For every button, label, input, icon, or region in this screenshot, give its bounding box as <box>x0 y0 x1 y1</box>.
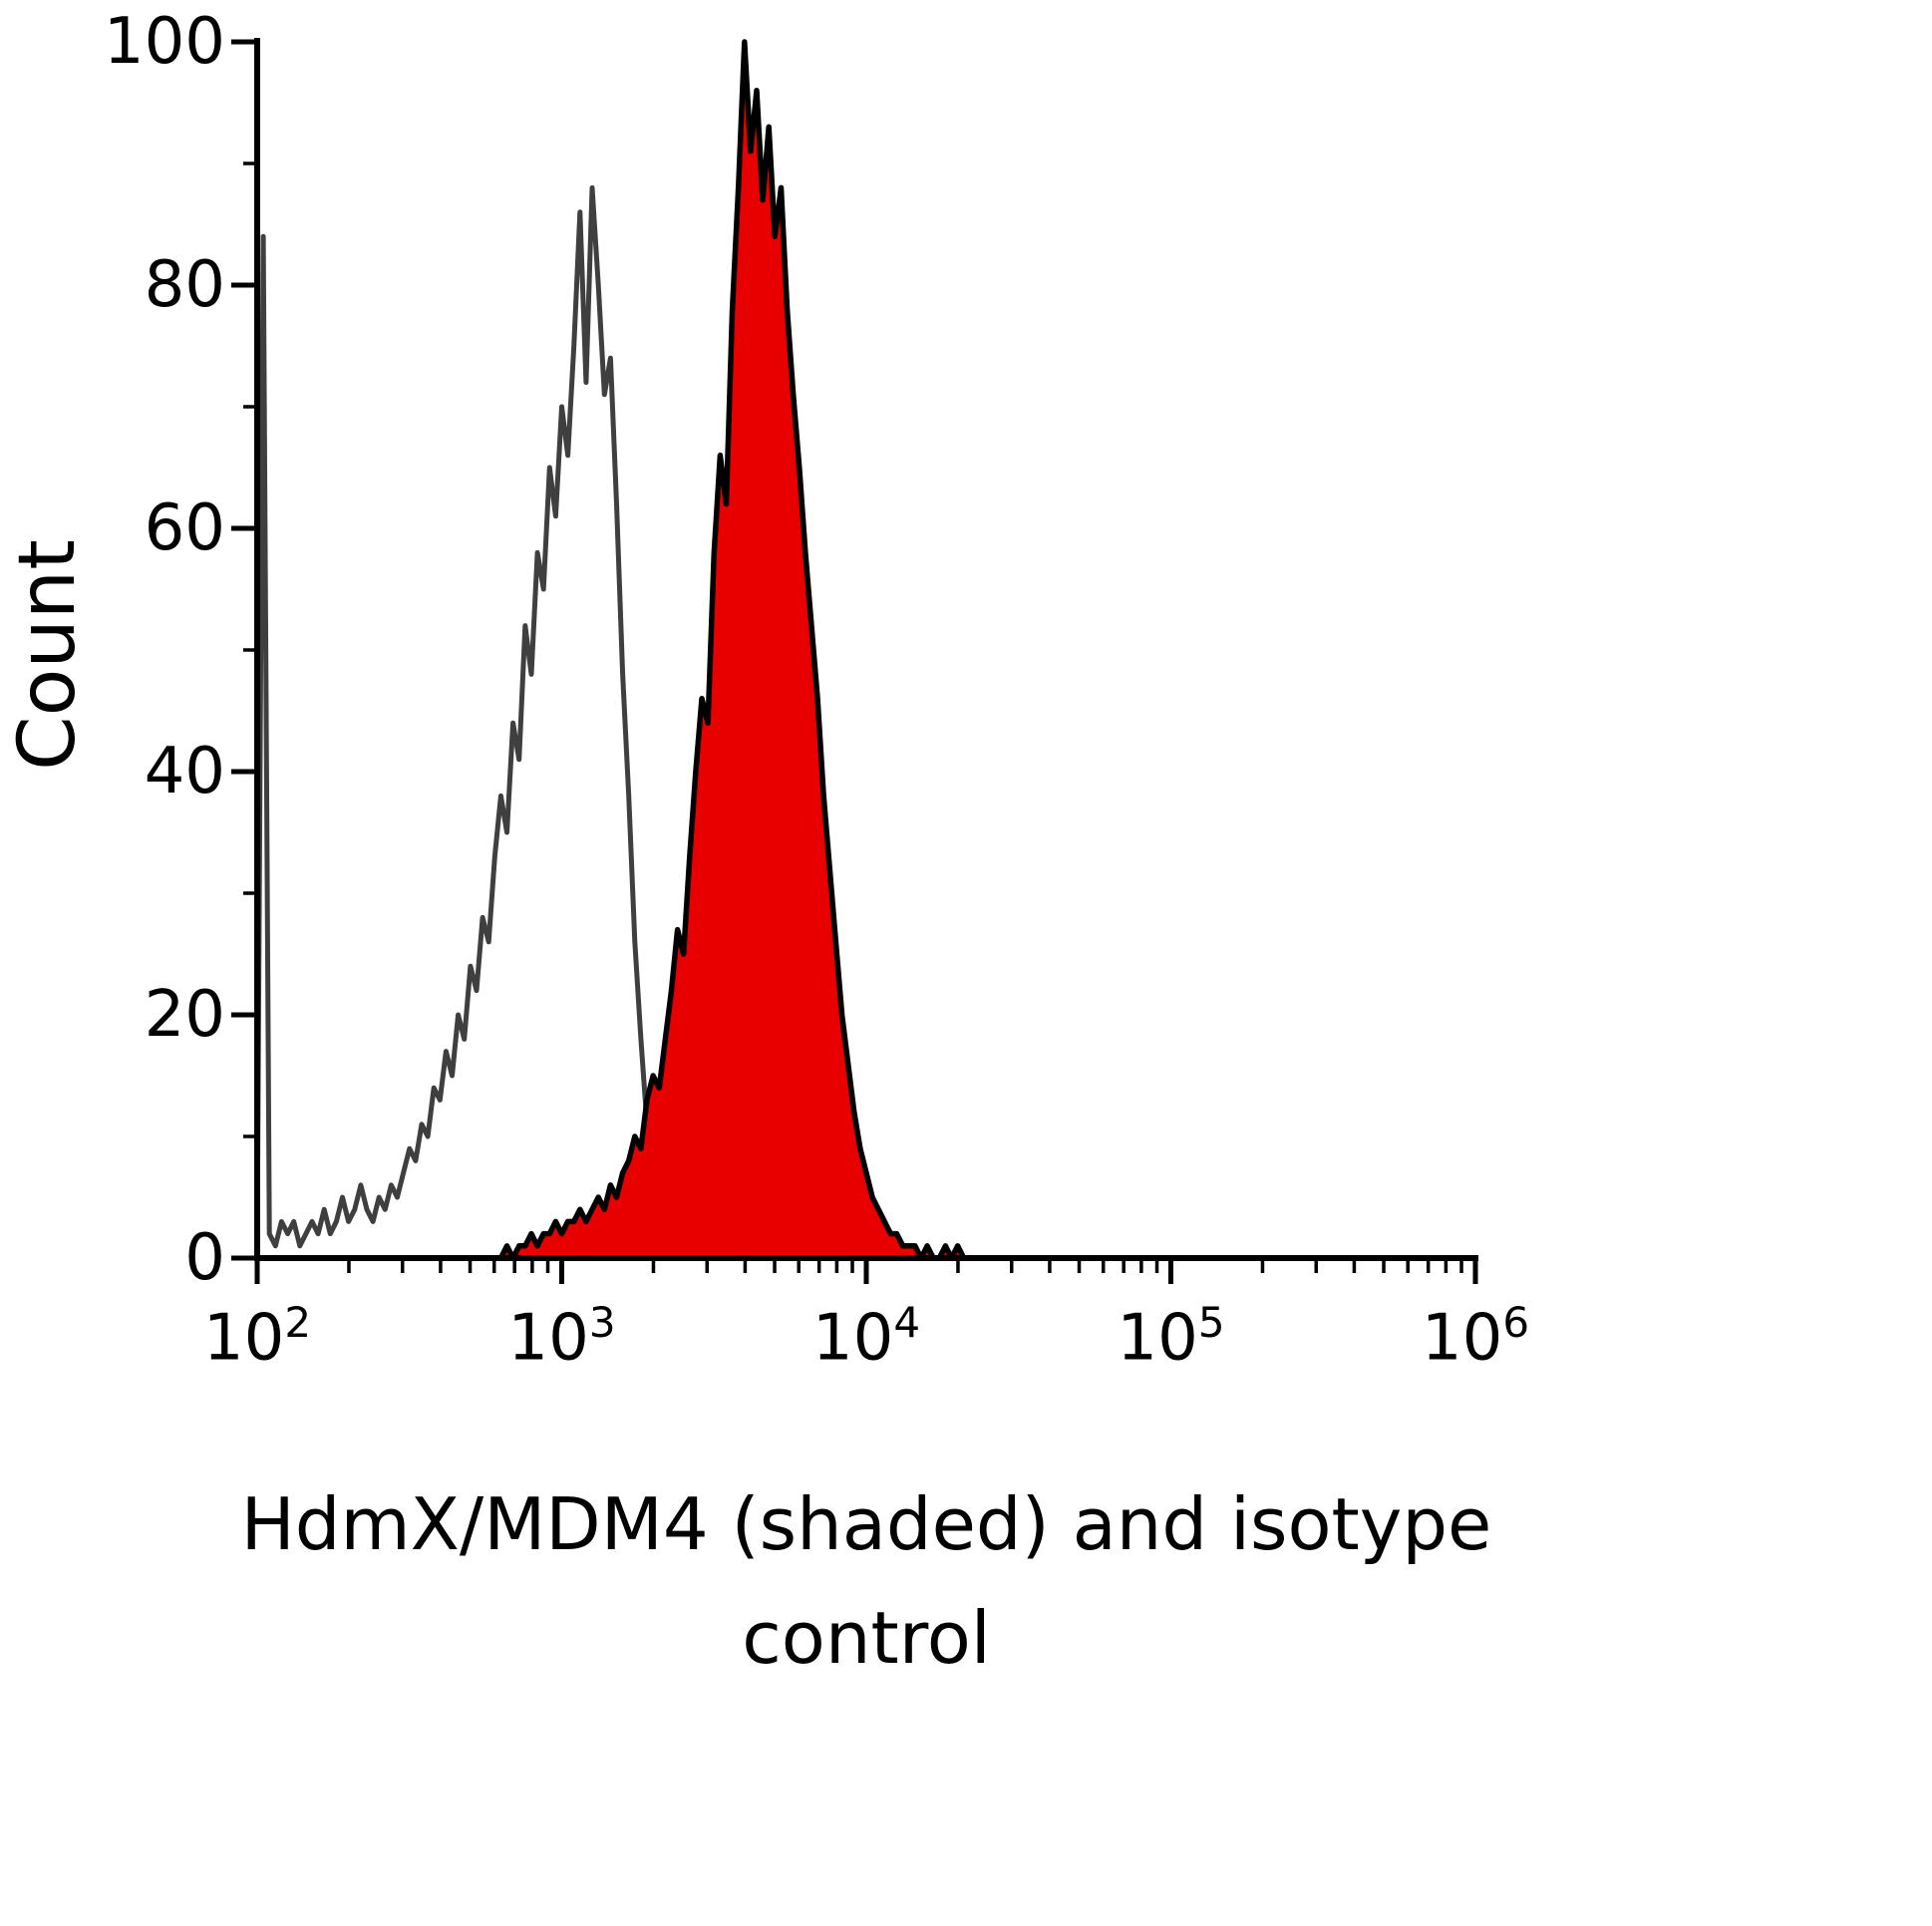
shaded-series-curve <box>497 39 991 1261</box>
x-tick-label-1e6: 106 <box>1421 1298 1530 1376</box>
x-axis-title-line-2: control <box>742 1596 991 1680</box>
x-tick-label-1e3: 103 <box>507 1298 616 1376</box>
y-tick-label-0: 0 <box>184 1221 225 1295</box>
y-tick-label-40: 40 <box>144 735 225 808</box>
x-axis-title-line-1: HdmX/MDM4 (shaded) and isotype <box>240 1482 1492 1566</box>
x-tick-label-1e5: 105 <box>1117 1298 1225 1376</box>
y-tick-label-60: 60 <box>144 491 225 565</box>
x-tick-label-1e4: 104 <box>811 1298 921 1376</box>
x-axis-title: HdmX/MDM4 (shaded) and isotype control <box>198 1467 1534 1695</box>
x-tick-label-1e2: 102 <box>202 1298 312 1376</box>
y-tick-label-20: 20 <box>144 978 225 1052</box>
y-tick-label-80: 80 <box>144 248 225 322</box>
y-tick-label-100: 100 <box>103 5 225 79</box>
